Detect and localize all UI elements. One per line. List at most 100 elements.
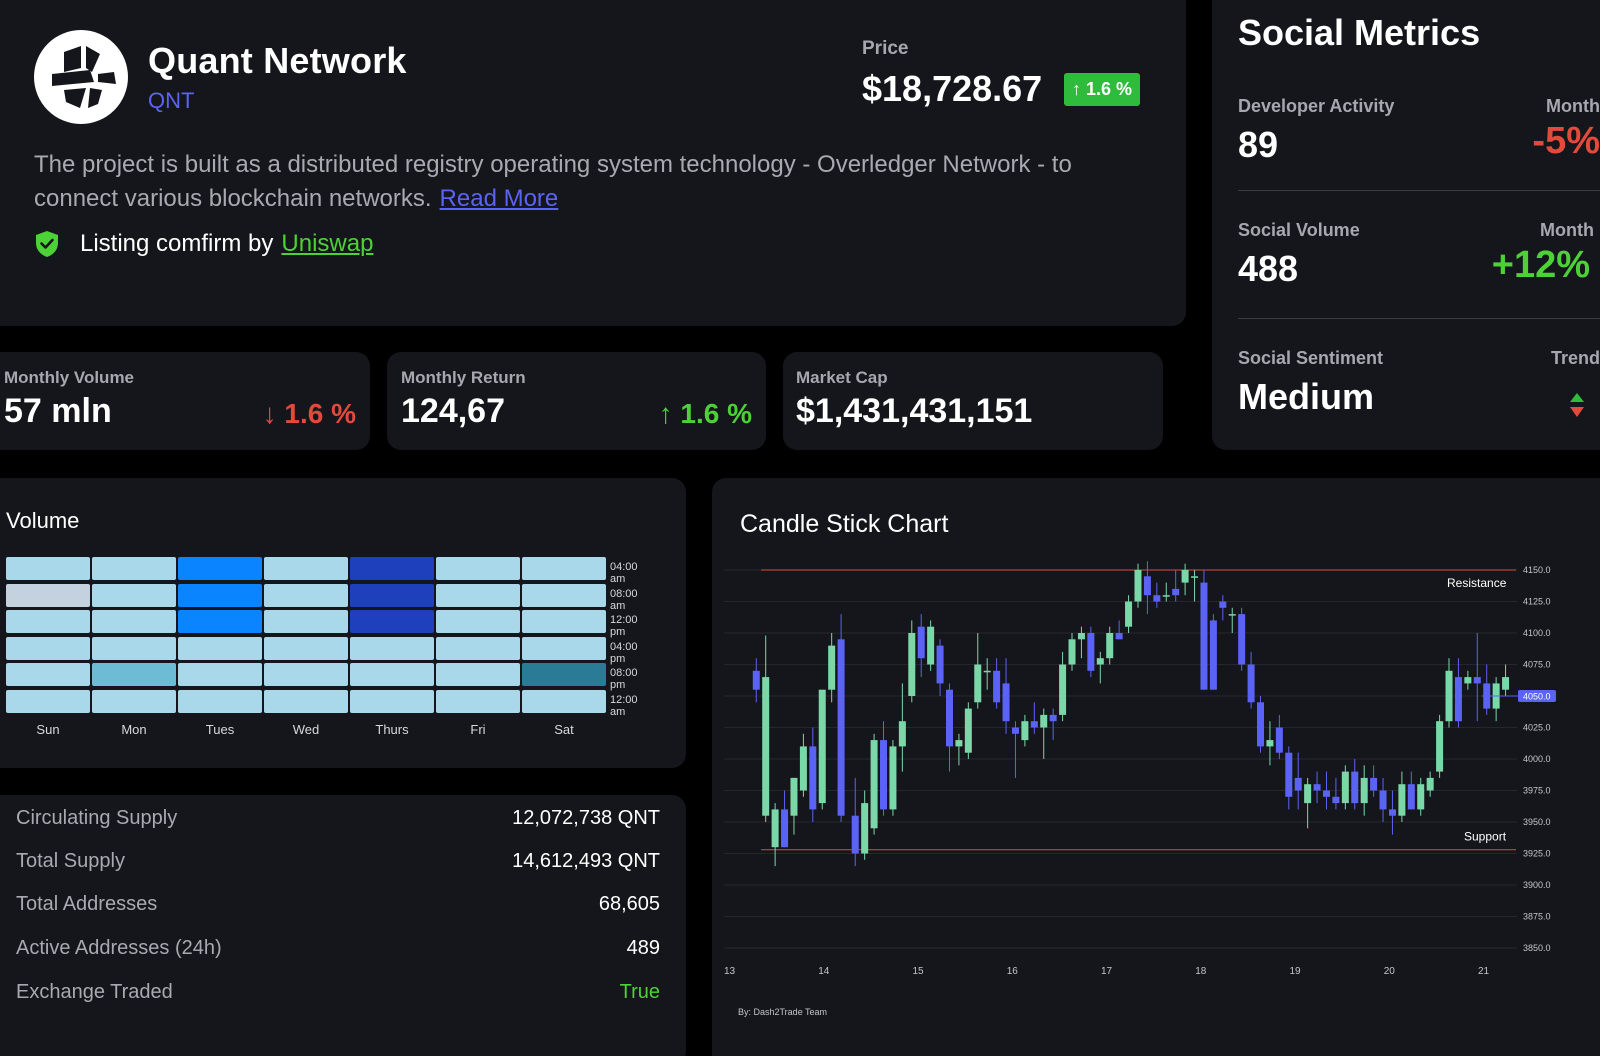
candle-body (1106, 633, 1114, 659)
heatmap-cell[interactable] (92, 689, 176, 713)
heatmap-cell[interactable] (178, 610, 262, 633)
candle-body (945, 689, 953, 747)
candle-body (917, 626, 925, 659)
candle-body (1238, 614, 1246, 665)
time-label: 04:00 am (610, 561, 638, 585)
heatmap-cell[interactable] (522, 557, 606, 580)
heatmap-cell[interactable] (350, 663, 434, 686)
heatmap-cell[interactable] (178, 689, 262, 713)
candle-body (1370, 777, 1378, 791)
candle-body (1172, 588, 1180, 596)
heatmap-cell[interactable] (522, 636, 606, 660)
candle-body (799, 746, 807, 791)
candle-body (1181, 570, 1189, 583)
day-label: Tues (205, 722, 235, 737)
day-label: Sat (554, 722, 574, 737)
candle-body (1407, 784, 1415, 810)
candle-body (1285, 752, 1293, 797)
heatmap-cell[interactable] (6, 663, 90, 686)
supply-label: Exchange Traded (16, 981, 173, 1003)
stat-change: ↓ 1.6 % (262, 398, 356, 429)
candle-body (1011, 727, 1019, 734)
heatmap-cell[interactable] (264, 557, 348, 580)
heatmap-cell[interactable] (264, 610, 348, 633)
heatmap-cell[interactable] (522, 689, 606, 713)
candle-body (1143, 576, 1151, 596)
day-label: Thurs (375, 722, 409, 737)
y-tick-label: 4025.0 (1523, 723, 1551, 733)
candle-body (781, 809, 789, 848)
supply-label: Total Supply (16, 850, 125, 872)
heatmap-cell[interactable] (178, 663, 262, 686)
x-tick-label: 15 (913, 966, 925, 977)
heatmap-cell[interactable] (522, 610, 606, 633)
metric-developer-activity: Developer Activity Month 89 -5% (1238, 96, 1600, 196)
heatmap-cell[interactable] (436, 557, 520, 580)
x-tick-label: 19 (1290, 966, 1302, 977)
candle-body (1030, 721, 1038, 728)
candle-body (1275, 727, 1283, 753)
heatmap-cell[interactable] (436, 636, 520, 660)
x-tick-label: 20 (1384, 966, 1396, 977)
heatmap-cell[interactable] (92, 610, 176, 633)
supply-value: 68,605 (598, 893, 660, 915)
candle-body (1125, 601, 1133, 627)
day-label: Fri (470, 722, 486, 737)
candle-body (851, 815, 859, 854)
shield-check-icon (36, 231, 58, 257)
y-tick-label: 3850.0 (1523, 943, 1551, 953)
candle-body (936, 645, 944, 684)
read-more-link[interactable]: Read More (439, 185, 559, 212)
heatmap-cell[interactable] (92, 663, 176, 686)
heatmap-cell[interactable] (92, 557, 176, 580)
candle-body (1313, 784, 1321, 791)
heatmap-cell[interactable] (436, 689, 520, 713)
heatmap-cell[interactable] (350, 583, 434, 607)
stat-change: ↑ 1.6 % (658, 398, 752, 429)
heatmap-cell[interactable] (264, 663, 348, 686)
heatmap-cell[interactable] (350, 557, 434, 580)
heatmap-cell[interactable] (436, 583, 520, 607)
metric-label: Developer Activity (1238, 96, 1395, 116)
heatmap-cell[interactable] (436, 610, 520, 633)
heatmap-cell[interactable] (350, 689, 434, 713)
heatmap-cell[interactable] (522, 663, 606, 686)
volume-title: Volume (6, 508, 80, 533)
stat-label: Monthly Volume (4, 368, 135, 387)
heatmap-cell[interactable] (264, 583, 348, 607)
candlestick-chart[interactable]: 4150.0 4125.0 4100.0 4075.0 4050.0 4025.0 4000… (712, 478, 1600, 1056)
candle-body (974, 664, 982, 703)
candle-body (1454, 677, 1462, 722)
candle-body (1266, 740, 1274, 747)
x-tick-label: 21 (1478, 966, 1490, 977)
candle-body (1021, 721, 1029, 741)
heatmap-cell[interactable] (6, 636, 90, 660)
candle-body (1445, 670, 1453, 722)
heatmap-cell[interactable] (178, 557, 262, 580)
heatmap-cell[interactable] (264, 636, 348, 660)
heatmap-cell[interactable] (6, 689, 90, 713)
heatmap-cell[interactable] (178, 583, 262, 607)
heatmap-cell[interactable] (6, 557, 90, 580)
y-tick-label: 3875.0 (1523, 912, 1551, 922)
uniswap-link[interactable]: Uniswap (281, 230, 374, 257)
heatmap-cell[interactable] (92, 583, 176, 607)
candle-body (1049, 714, 1057, 722)
time-label: 08:00 am (610, 587, 638, 612)
heatmap-cell[interactable] (6, 583, 90, 607)
candle-body (1379, 790, 1387, 810)
stat-label: Market Cap (796, 368, 888, 387)
x-tick-label: 17 (1101, 966, 1113, 977)
heatmap-cell[interactable] (92, 636, 176, 660)
heatmap-cell[interactable] (350, 636, 434, 660)
price-label: Price (862, 38, 909, 59)
heatmap-cell[interactable] (436, 663, 520, 686)
y-tick-label: 3950.0 (1523, 817, 1551, 827)
candle-body (880, 740, 888, 810)
heatmap-cell[interactable] (522, 583, 606, 607)
heatmap-cell[interactable] (178, 636, 262, 660)
heatmap-cell[interactable] (350, 610, 434, 633)
heatmap-cell[interactable] (6, 610, 90, 633)
heatmap-cell[interactable] (264, 689, 348, 713)
candle-body (870, 740, 878, 829)
